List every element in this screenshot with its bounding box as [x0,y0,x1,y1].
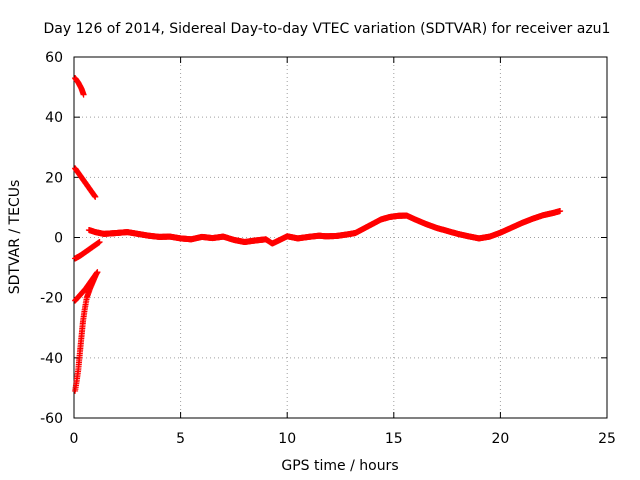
data-point [80,91,87,98]
x-tick-label: 0 [70,431,79,447]
x-tick-label: 5 [176,431,185,447]
data-point [92,193,99,200]
series-main-trace [85,208,564,247]
y-tick-label: 20 [45,170,63,186]
y-tick-label: -60 [40,411,63,427]
axis-ticks: 0 5 10 15 20 25 -60 -40 -20 0 20 40 60 [40,50,616,447]
x-tick-label: 25 [598,431,616,447]
x-tick-label: 20 [491,431,509,447]
x-tick-label: 10 [278,431,296,447]
series-upper-mid-arc [72,165,99,200]
chart-title: Day 126 of 2014, Sidereal Day-to-day VTE… [44,21,611,37]
x-tick-label: 15 [385,431,403,447]
y-tick-label: -40 [40,351,63,367]
y-tick-label: 60 [45,50,63,66]
data-point [93,270,100,277]
x-axis-label: GPS time / hours [281,458,398,474]
series-upper-arc [72,75,87,98]
y-tick-label: -20 [40,291,63,307]
y-tick-label: 0 [54,231,63,247]
data-point [96,239,103,246]
series-deep-arc [72,270,100,394]
data-point [557,208,564,215]
y-axis-label: SDTVAR / TECUs [7,180,23,295]
data-points [72,75,564,394]
series-near-zero-arc [72,239,103,262]
y-tick-label: 40 [45,110,63,126]
